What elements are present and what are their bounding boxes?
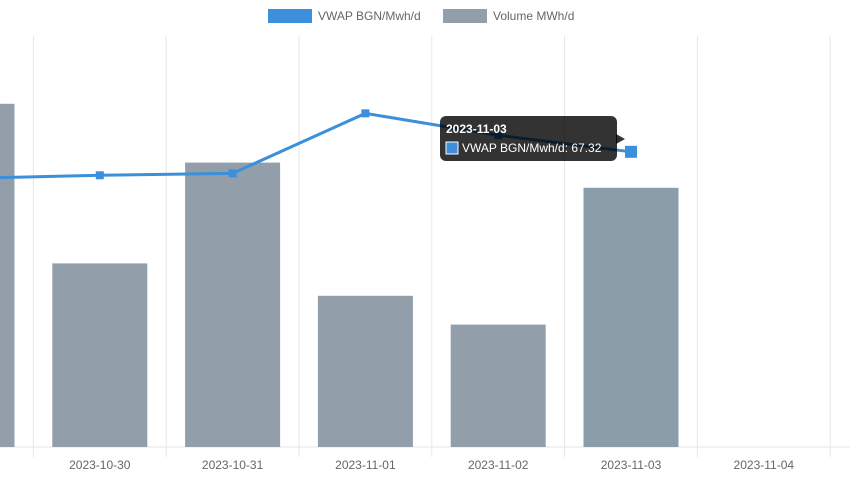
x-tick-label: 2023-11-02 [468, 458, 529, 472]
legend: VWAP BGN/Mwh/d Volume MWh/d [268, 9, 574, 23]
tooltip-swatch [445, 141, 459, 155]
x-tick-label: 2023-10-30 [69, 458, 131, 472]
vwap-point[interactable] [625, 145, 637, 158]
legend-swatch-vwap[interactable] [268, 9, 312, 23]
vwap-point[interactable] [228, 169, 237, 178]
volume-bar[interactable] [52, 263, 148, 447]
tooltip-box [440, 116, 617, 161]
volume-bar[interactable] [0, 103, 15, 448]
tooltip-title: 2023-11-03 [446, 122, 507, 136]
volume-bar[interactable] [450, 324, 546, 447]
grid [0, 36, 850, 457]
x-tick-label: 2023-11-04 [734, 458, 795, 472]
legend-swatch-volume[interactable] [443, 9, 487, 23]
tooltip-pointer [616, 134, 625, 144]
vwap-point[interactable] [361, 109, 370, 118]
x-tick-label: 2023-11-03 [601, 458, 662, 472]
legend-label-vwap[interactable]: VWAP BGN/Mwh/d [318, 9, 421, 23]
volume-bar[interactable] [317, 295, 413, 447]
x-tick-label: 2023-10-31 [202, 458, 264, 472]
vwap-point[interactable] [95, 171, 104, 180]
legend-label-volume[interactable]: Volume MWh/d [493, 9, 574, 23]
x-tick-label: 2023-11-01 [335, 458, 396, 472]
volume-bar[interactable] [583, 187, 679, 448]
tooltip: 2023-11-03 VWAP BGN/Mwh/d: 67.32 [440, 116, 625, 161]
volume-bars [0, 103, 679, 448]
x-axis-ticks: 2023-10-292023-10-302023-10-312023-11-01… [69, 458, 795, 472]
volume-bar[interactable] [185, 162, 281, 447]
tooltip-value: VWAP BGN/Mwh/d: 67.32 [462, 141, 602, 155]
